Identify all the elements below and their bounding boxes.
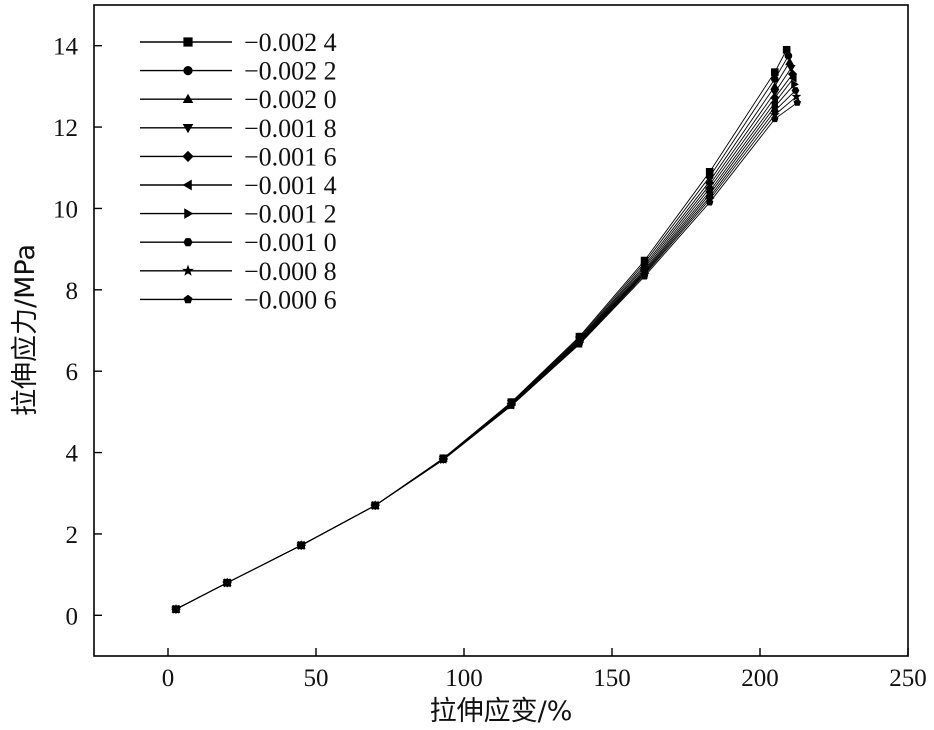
legend-marker <box>183 66 193 76</box>
y-tick-label: 4 <box>66 441 79 468</box>
data-point <box>770 89 780 98</box>
legend-entry: −0.002 4 <box>140 28 337 57</box>
x-tick-label: 200 <box>741 665 779 692</box>
legend-label: −0.002 0 <box>244 85 337 114</box>
legend-label: −0.000 6 <box>244 285 337 314</box>
y-tick-label: 0 <box>66 603 79 630</box>
data-point <box>705 198 714 206</box>
data-point <box>791 87 800 94</box>
data-point <box>172 605 180 613</box>
legend-entry: −0.001 6 <box>140 142 337 171</box>
x-tick-label: 50 <box>304 665 329 692</box>
plot-frame <box>93 4 909 657</box>
legend-label: −0.001 6 <box>244 142 337 171</box>
data-point <box>788 73 797 83</box>
data-point <box>507 401 516 409</box>
legend-marker <box>182 179 192 191</box>
data-point <box>640 272 649 280</box>
x-tick-label: 250 <box>889 665 927 692</box>
y-tick-label: 6 <box>66 359 79 386</box>
legend-marker <box>182 124 194 134</box>
legend: −0.002 4−0.002 2−0.002 0−0.001 8−0.001 6… <box>140 28 337 314</box>
data-point <box>771 115 779 123</box>
legend-marker <box>182 93 194 103</box>
y-axis-title: 拉伸应力/MPa <box>10 244 41 416</box>
x-axis-title: 拉伸应变/% <box>430 696 573 727</box>
x-tick-label: 100 <box>445 665 483 692</box>
data-point <box>371 501 379 509</box>
data-point <box>297 541 305 549</box>
y-axis-ticks: 0 2 4 6 8 10 12 14 <box>53 34 102 630</box>
legend-label: −0.000 8 <box>244 257 337 286</box>
legend-marker <box>182 150 194 163</box>
data-point <box>791 91 802 101</box>
y-tick-label: 8 <box>66 278 79 305</box>
legend-label: −0.001 8 <box>244 114 337 143</box>
legend-entry: −0.002 2 <box>140 57 337 86</box>
y-tick-label: 10 <box>53 196 78 223</box>
data-point <box>223 578 231 586</box>
x-tick-label: 0 <box>162 665 175 692</box>
legend-entry: −0.002 0 <box>140 85 337 114</box>
legend-entry: −0.001 2 <box>140 200 337 229</box>
data-point <box>439 455 447 464</box>
plot-area <box>93 4 909 657</box>
data-point <box>786 64 796 73</box>
legend-label: −0.001 4 <box>244 171 337 200</box>
legend-marker <box>184 208 194 219</box>
legend-marker <box>182 264 194 276</box>
legend-entry: −0.000 8 <box>140 257 337 286</box>
legend-label: −0.002 2 <box>244 57 337 86</box>
data-point <box>770 75 779 83</box>
data-point <box>575 340 584 348</box>
data-point <box>793 98 801 106</box>
legend-marker <box>183 294 193 304</box>
legend-entry: −0.001 8 <box>140 114 337 143</box>
series-layer <box>171 45 802 614</box>
data-point <box>785 57 795 66</box>
legend-marker <box>183 37 193 47</box>
legend-label: −0.002 4 <box>244 28 337 57</box>
legend-entry: −0.001 0 <box>140 228 337 257</box>
legend-label: −0.001 2 <box>244 200 337 229</box>
x-tick-label: 150 <box>593 665 631 692</box>
y-tick-label: 12 <box>53 115 78 142</box>
series <box>172 98 801 613</box>
legend-marker <box>183 238 193 247</box>
data-point <box>791 79 799 89</box>
legend-entry: −0.001 4 <box>140 171 337 200</box>
legend-entry: −0.000 6 <box>140 285 337 314</box>
data-point <box>770 81 780 90</box>
y-tick-label: 14 <box>53 34 79 61</box>
data-point <box>784 52 793 60</box>
legend-label: −0.001 0 <box>244 228 337 257</box>
x-axis-ticks: 0 50 100 150 200 250 <box>162 648 927 692</box>
y-tick-label: 2 <box>66 522 79 549</box>
